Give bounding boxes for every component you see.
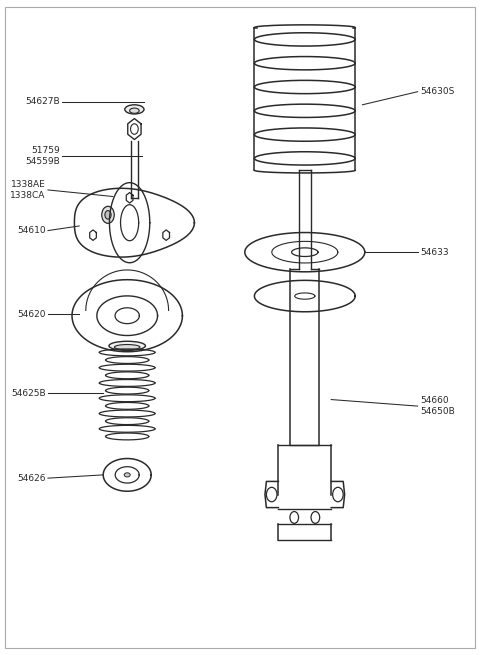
Text: 54633: 54633 xyxy=(420,248,449,257)
Text: 54627B: 54627B xyxy=(25,97,60,106)
Text: 54625B: 54625B xyxy=(11,388,46,398)
Text: 51759
54559B: 51759 54559B xyxy=(25,146,60,166)
Circle shape xyxy=(102,206,114,223)
Ellipse shape xyxy=(109,341,145,350)
Text: 54630S: 54630S xyxy=(420,87,455,96)
Ellipse shape xyxy=(130,108,139,113)
Text: 1338AE
1338CA: 1338AE 1338CA xyxy=(10,180,46,200)
Circle shape xyxy=(105,211,111,219)
Text: 54626: 54626 xyxy=(17,474,46,483)
Ellipse shape xyxy=(125,105,144,114)
Text: 54660
54650B: 54660 54650B xyxy=(420,396,455,416)
Text: 54610: 54610 xyxy=(17,226,46,235)
Ellipse shape xyxy=(124,473,130,477)
Ellipse shape xyxy=(114,345,140,350)
Text: 54620: 54620 xyxy=(17,310,46,319)
